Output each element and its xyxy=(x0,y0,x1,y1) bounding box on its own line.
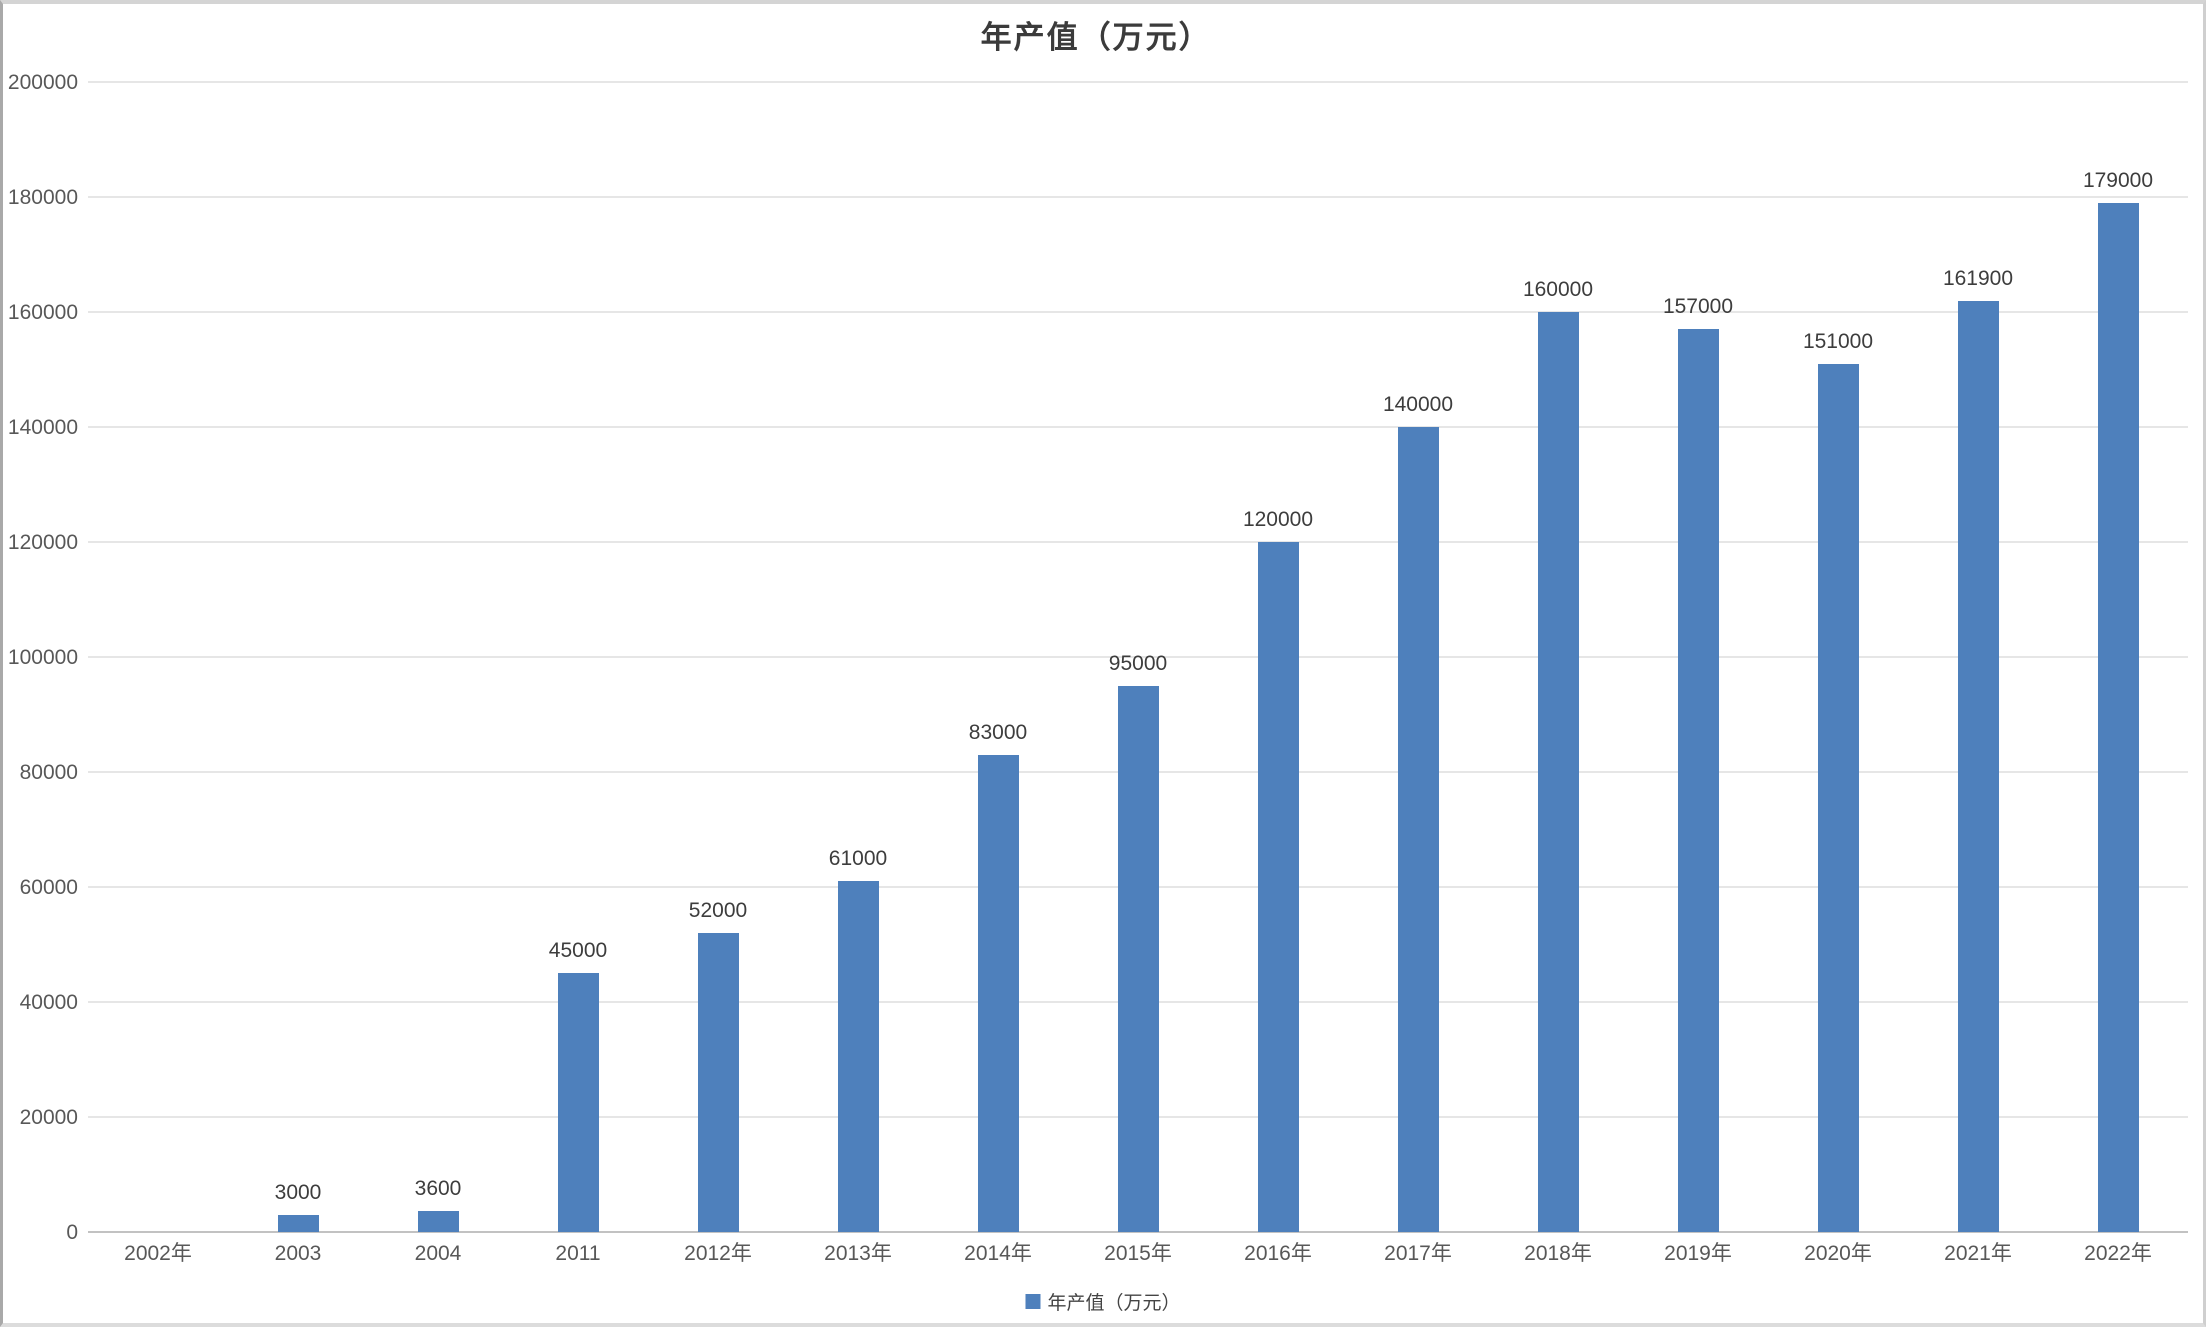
gridline xyxy=(88,196,2188,198)
y-axis-tick-label: 200000 xyxy=(7,71,78,94)
gridline xyxy=(88,656,2188,658)
gridline xyxy=(88,311,2188,313)
bar-2019年 xyxy=(1677,329,1719,1232)
legend-label: 年产值（万元） xyxy=(1047,1293,1181,1314)
bar-2017年 xyxy=(1397,427,1439,1232)
bar-value-label: 157000 xyxy=(1662,295,1734,318)
x-axis-category-label: 2015年 xyxy=(1104,1242,1172,1265)
bar-value-label: 151000 xyxy=(1802,330,1874,353)
bar-value-label: 140000 xyxy=(1382,393,1454,416)
y-axis-tick-label: 80000 xyxy=(19,761,78,784)
bar-2004 xyxy=(417,1211,459,1232)
bar-value-label: 45000 xyxy=(548,939,608,962)
bar-2018年 xyxy=(1537,312,1579,1232)
x-axis-category-label: 2003 xyxy=(274,1242,322,1265)
y-axis-tick-label: 160000 xyxy=(7,301,78,324)
bar-2012年 xyxy=(697,933,739,1232)
chart-title: 年产值（万元） xyxy=(980,20,1212,56)
bar-value-label: 3000 xyxy=(274,1181,322,1204)
x-axis-category-label: 2013年 xyxy=(824,1242,892,1265)
bar-2013年 xyxy=(837,881,879,1232)
bar-value-label: 52000 xyxy=(688,899,748,922)
bar-value-label: 161900 xyxy=(1942,267,2014,290)
legend: 年产值（万元） xyxy=(1025,1288,1181,1315)
gridline xyxy=(88,541,2188,543)
x-axis-category-label: 2019年 xyxy=(1664,1242,1732,1265)
bar-2015年 xyxy=(1117,686,1159,1232)
bar-2021年 xyxy=(1957,301,1999,1232)
y-axis-tick-label: 40000 xyxy=(19,991,78,1014)
y-axis-tick-label: 60000 xyxy=(19,876,78,899)
x-axis-category-label: 2021年 xyxy=(1944,1242,2012,1265)
bar-2022年 xyxy=(2097,203,2139,1232)
bar-2011 xyxy=(557,973,599,1232)
x-axis-category-label: 2020年 xyxy=(1804,1242,1872,1265)
bar-value-label: 83000 xyxy=(968,721,1028,744)
x-axis-category-label: 2012年 xyxy=(684,1242,752,1265)
x-axis-line xyxy=(88,1231,2188,1233)
y-axis-tick-label: 20000 xyxy=(19,1106,78,1129)
bar-value-label: 120000 xyxy=(1242,508,1314,531)
bar-value-label: 95000 xyxy=(1108,652,1168,675)
bar-2016年 xyxy=(1257,542,1299,1232)
x-axis-category-label: 2014年 xyxy=(964,1242,1032,1265)
x-axis-category-label: 2022年 xyxy=(2084,1242,2152,1265)
bar-2003 xyxy=(277,1215,319,1232)
bar-2020年 xyxy=(1817,364,1859,1232)
gridline xyxy=(88,81,2188,83)
y-axis-tick-label: 120000 xyxy=(7,531,78,554)
x-axis-category-label: 2016年 xyxy=(1244,1242,1312,1265)
y-axis-tick-label: 140000 xyxy=(7,416,78,439)
x-axis-category-label: 2017年 xyxy=(1384,1242,1452,1265)
bar-value-label: 3600 xyxy=(414,1177,462,1200)
bar-2014年 xyxy=(977,755,1019,1232)
y-axis-tick-label: 100000 xyxy=(7,646,78,669)
gridline xyxy=(88,426,2188,428)
y-axis-tick-label: 180000 xyxy=(7,186,78,209)
y-axis-tick-label: 0 xyxy=(66,1221,78,1244)
x-axis-category-label: 2018年 xyxy=(1524,1242,1592,1265)
bar-value-label: 61000 xyxy=(828,847,888,870)
plot-area: 0 20000 40000 60000 80000 100000 120000 140000 1… xyxy=(3,4,2203,1323)
bar-value-label: 160000 xyxy=(1522,278,1594,301)
legend-marker-square xyxy=(1025,1294,1041,1309)
x-axis-category-label: 2002年 xyxy=(124,1242,192,1265)
x-axis-category-label: 2011 xyxy=(555,1242,601,1265)
bar-value-label: 179000 xyxy=(2082,169,2154,192)
x-axis-category-label: 2004 xyxy=(414,1242,462,1265)
